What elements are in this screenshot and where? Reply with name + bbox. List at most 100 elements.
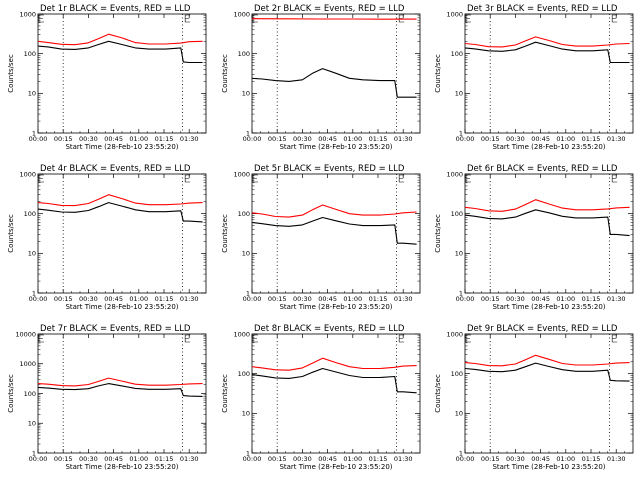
y-tick-label: 10 — [455, 90, 463, 98]
interval-marker — [184, 334, 191, 343]
x-axis-label: Start Time (28-Feb-10 23:55:20) — [65, 463, 178, 471]
interval-marker — [252, 334, 258, 343]
x-tick-label: 00:45 — [531, 135, 550, 143]
x-tick-label: 00:30 — [293, 455, 312, 463]
x-tick-label: 00:45 — [318, 295, 337, 303]
series-line-lld — [251, 357, 417, 371]
x-tick-label: 01:30 — [180, 455, 199, 463]
x-tick-label: 01:30 — [607, 135, 626, 143]
series-line-lld — [251, 204, 417, 218]
chart-title: Det 6r BLACK = Events, RED = LLD — [467, 164, 618, 174]
x-tick-label: 00:15 — [268, 295, 287, 303]
chart-panel-6: Det 6r BLACK = Events, RED = LLD 1 10 100 10… — [434, 164, 634, 311]
series-line-lld — [37, 194, 203, 207]
series-line-events — [251, 68, 417, 98]
x-tick-label: 00:00 — [243, 295, 262, 303]
x-tick-label: 01:30 — [394, 455, 413, 463]
x-tick-label: 00:00 — [29, 135, 48, 143]
x-tick-label: 01:15 — [155, 455, 174, 463]
x-tick-label: 01:15 — [369, 295, 388, 303]
chart-title: Det 9r BLACK = Events, RED = LLD — [467, 324, 618, 334]
chart-panel-1: Det 1r BLACK = Events, RED = LLD 1 10 100 10… — [7, 4, 207, 151]
x-tick-label: 01:00 — [343, 455, 362, 463]
series-line-events — [37, 383, 203, 397]
x-tick-label: 00:45 — [104, 455, 123, 463]
y-tick-label: 10 — [242, 90, 250, 98]
chart-title: Det 7r BLACK = Events, RED = LLD — [40, 324, 191, 334]
y-tick-label: 1000 — [233, 330, 250, 338]
interval-marker — [252, 174, 258, 183]
chart-title: Det 5r BLACK = Events, RED = LLD — [254, 164, 405, 174]
x-tick-label: 00:15 — [54, 135, 73, 143]
x-tick-label: 00:30 — [506, 455, 525, 463]
x-tick-label: 01:00 — [556, 135, 575, 143]
y-tick-label: 1 — [246, 289, 250, 297]
x-tick-label: 01:00 — [129, 295, 148, 303]
x-tick-label: 01:30 — [180, 135, 199, 143]
series-line-lld — [464, 354, 630, 367]
x-tick-label: 01:30 — [607, 295, 626, 303]
y-tick-label: 1 — [32, 449, 36, 457]
y-tick-label: 1 — [246, 449, 250, 457]
x-tick-label: 01:30 — [394, 295, 413, 303]
y-axis-label: Counts/sec — [7, 214, 15, 253]
chart-panel-2: Det 2r BLACK = Events, RED = LLD 1 10 100 10… — [221, 4, 421, 151]
y-axis-label: Counts/sec — [221, 54, 229, 93]
x-tick-label: 00:00 — [243, 135, 262, 143]
y-tick-label: 100 — [451, 50, 463, 58]
y-tick-label: 10000 — [15, 330, 36, 338]
y-tick-label: 1000 — [446, 170, 463, 178]
x-tick-label: 00:45 — [318, 135, 337, 143]
chart-title: Det 2r BLACK = Events, RED = LLD — [254, 4, 405, 14]
x-axis-label: Start Time (28-Feb-10 23:55:20) — [279, 143, 392, 151]
interval-marker — [398, 334, 405, 343]
y-tick-label: 100 — [451, 370, 463, 378]
interval-marker — [465, 14, 471, 23]
y-tick-label: 100 — [238, 370, 250, 378]
y-axis-label: Counts/sec — [221, 214, 229, 253]
y-tick-label: 100 — [24, 50, 36, 58]
x-tick-label: 01:15 — [155, 135, 174, 143]
x-tick-label: 01:00 — [129, 135, 148, 143]
interval-marker — [184, 14, 191, 23]
chart-title: Det 1r BLACK = Events, RED = LLD — [40, 4, 191, 14]
x-tick-label: 01:30 — [607, 455, 626, 463]
x-axis-label: Start Time (28-Feb-10 23:55:20) — [65, 303, 178, 311]
x-tick-label: 01:00 — [129, 455, 148, 463]
y-tick-label: 1 — [32, 129, 36, 137]
y-tick-label: 1 — [246, 129, 250, 137]
y-tick-label: 10 — [455, 410, 463, 418]
x-tick-label: 00:00 — [456, 455, 475, 463]
x-tick-label: 00:15 — [54, 295, 73, 303]
chart-title: Det 8r BLACK = Events, RED = LLD — [254, 324, 405, 334]
y-axis-label: Counts/sec — [221, 374, 229, 413]
y-tick-label: 100 — [24, 390, 36, 398]
y-tick-label: 10 — [28, 250, 36, 258]
series-line-events — [464, 362, 630, 382]
x-tick-label: 00:30 — [79, 295, 98, 303]
x-tick-label: 00:15 — [268, 135, 287, 143]
x-axis-label: Start Time (28-Feb-10 23:55:20) — [279, 303, 392, 311]
x-tick-label: 00:00 — [456, 135, 475, 143]
chart-panel-3: Det 3r BLACK = Events, RED = LLD 1 10 100 10… — [434, 4, 634, 151]
y-axis-label: Counts/sec — [7, 374, 15, 413]
interval-marker — [465, 334, 471, 343]
x-tick-label: 01:00 — [556, 295, 575, 303]
series-line-events — [37, 40, 203, 64]
y-axis-label: Counts/sec — [434, 214, 442, 253]
chart-title: Det 4r BLACK = Events, RED = LLD — [40, 164, 191, 174]
x-tick-label: 01:00 — [343, 135, 362, 143]
interval-marker — [465, 174, 471, 183]
x-tick-label: 00:30 — [506, 135, 525, 143]
x-tick-label: 00:15 — [268, 455, 287, 463]
series-line-events — [464, 209, 630, 237]
y-tick-label: 1 — [459, 289, 463, 297]
x-axis-label: Start Time (28-Feb-10 23:55:20) — [279, 463, 392, 471]
series-line-events — [37, 202, 203, 223]
y-tick-label: 1000 — [233, 170, 250, 178]
x-axis-label: Start Time (28-Feb-10 23:55:20) — [65, 143, 178, 151]
x-tick-label: 00:30 — [79, 455, 98, 463]
chart-title: Det 3r BLACK = Events, RED = LLD — [467, 4, 618, 14]
x-axis-label: Start Time (28-Feb-10 23:55:20) — [492, 463, 605, 471]
y-tick-label: 10 — [242, 410, 250, 418]
